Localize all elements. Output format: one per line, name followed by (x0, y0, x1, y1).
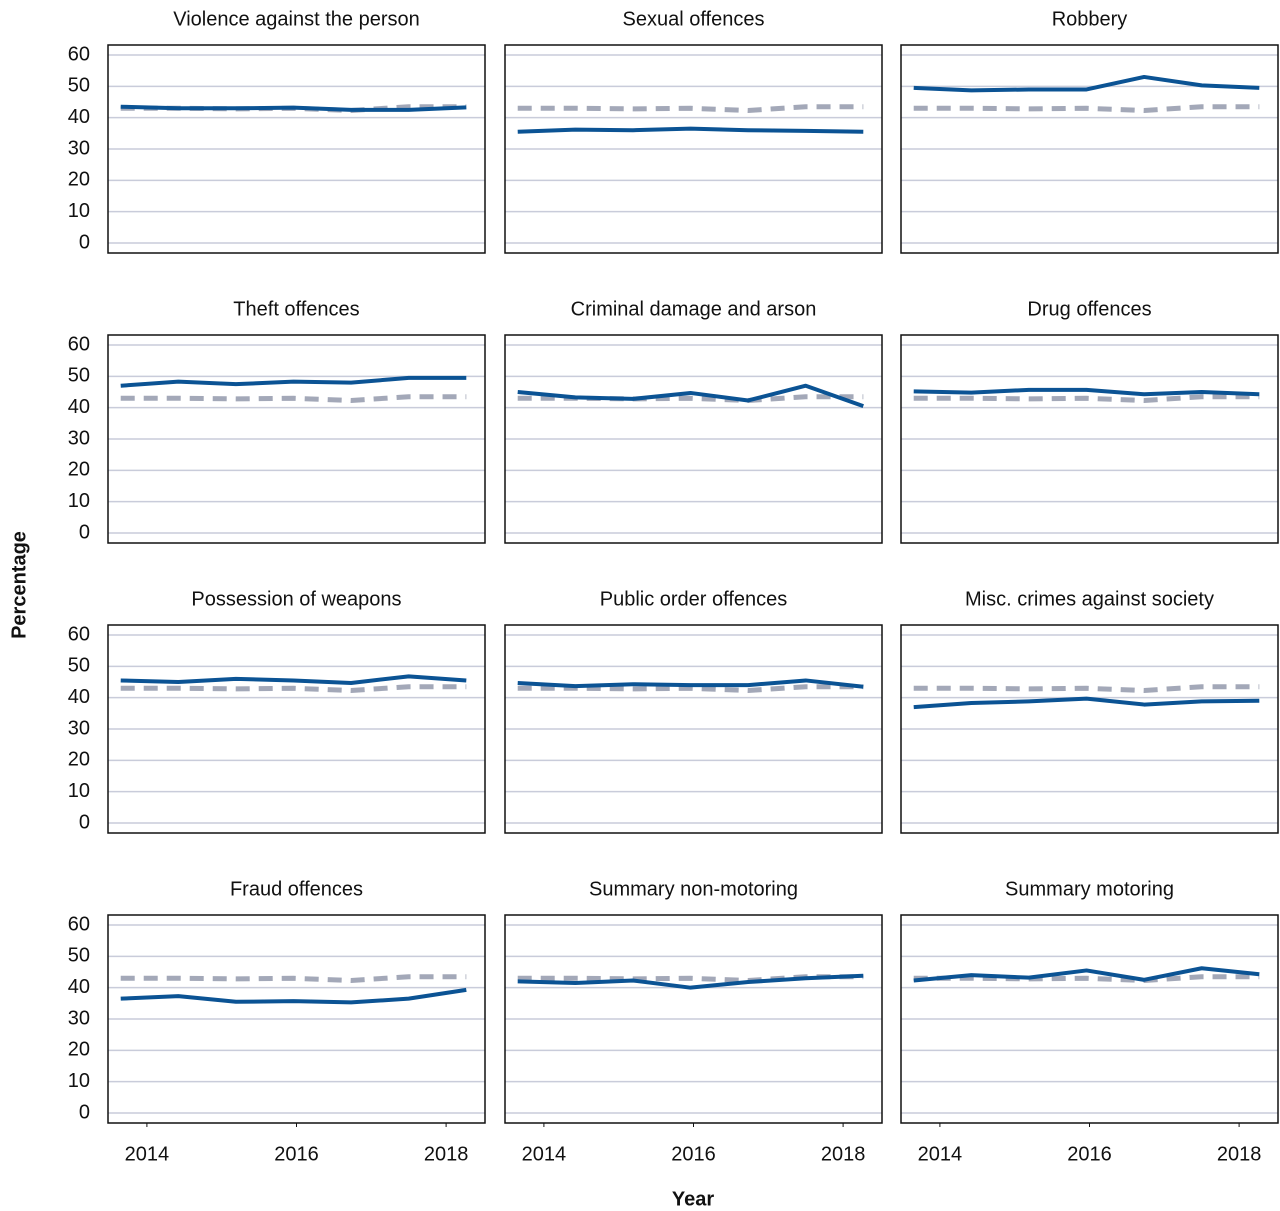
series-line (913, 387, 1260, 397)
panel-title: Criminal damage and arson (571, 298, 817, 320)
panel-title: Misc. crimes against society (965, 588, 1214, 610)
series-line (913, 696, 1260, 710)
series-line (517, 383, 864, 408)
y-tick-label: 0 (79, 1101, 90, 1123)
series-line (913, 974, 1260, 983)
series-line (120, 104, 467, 112)
panel-title: Summary non-motoring (589, 878, 798, 900)
y-tick-label: 50 (68, 655, 90, 677)
y-tick-label: 30 (68, 137, 90, 159)
y-tick-label: 10 (68, 490, 90, 512)
series-line (120, 375, 467, 388)
x-tick-label: 2016 (671, 1143, 716, 1165)
x-tick-label: 2014 (918, 1143, 963, 1165)
panel-frame (504, 334, 883, 544)
panel-title: Theft offences (233, 298, 359, 320)
panel-frame (900, 624, 1279, 834)
panel-frame (107, 914, 486, 1124)
panel-frame (107, 44, 486, 254)
series-line (120, 674, 467, 685)
y-tick-label: 10 (68, 780, 90, 802)
series-line (120, 394, 467, 403)
series-line (517, 104, 864, 113)
series-line (517, 973, 864, 990)
y-tick-label: 30 (68, 1007, 90, 1029)
panel-frame (504, 624, 883, 834)
panel-frame (107, 624, 486, 834)
y-tick-label: 20 (68, 169, 90, 191)
panel-title: Violence against the person (173, 8, 419, 30)
x-tick-label: 2018 (821, 1143, 866, 1165)
y-tick-label: 10 (68, 1070, 90, 1092)
series-line (913, 966, 1260, 983)
x-tick-label: 2014 (125, 1143, 170, 1165)
y-tick-label: 40 (68, 396, 90, 418)
y-axis-label: Percentage (8, 531, 30, 639)
y-tick-label: 30 (68, 717, 90, 739)
y-tick-label: 50 (68, 365, 90, 387)
series-line (517, 678, 864, 689)
x-axis-label: Year (672, 1188, 714, 1210)
x-tick-label: 2018 (1217, 1143, 1262, 1165)
y-tick-label: 60 (68, 623, 90, 645)
panel-title: Fraud offences (230, 878, 363, 900)
series-line (913, 104, 1260, 113)
y-tick-label: 20 (68, 1039, 90, 1061)
panel-frame (107, 334, 486, 544)
y-tick-label: 20 (68, 459, 90, 481)
y-tick-label: 50 (68, 75, 90, 97)
x-tick-label: 2016 (274, 1143, 319, 1165)
series-line (120, 684, 467, 693)
series-line (517, 684, 864, 693)
series-line (517, 126, 864, 134)
panel-title: Possession of weapons (191, 588, 401, 610)
x-tick-label: 2014 (522, 1143, 567, 1165)
y-tick-label: 20 (68, 749, 90, 771)
panel-title: Drug offences (1027, 298, 1151, 320)
y-tick-label: 0 (79, 521, 90, 543)
panel-title: Robbery (1052, 8, 1128, 30)
series-line (120, 987, 467, 1005)
series-line (120, 974, 467, 983)
y-tick-label: 0 (79, 811, 90, 833)
series-line (913, 394, 1260, 403)
y-tick-label: 60 (68, 913, 90, 935)
y-tick-label: 60 (68, 43, 90, 65)
y-tick-label: 40 (68, 976, 90, 998)
x-tick-label: 2016 (1067, 1143, 1112, 1165)
y-tick-label: 10 (68, 200, 90, 222)
panel-title: Sexual offences (623, 8, 765, 30)
panel-title: Public order offences (600, 588, 788, 610)
y-tick-label: 60 (68, 333, 90, 355)
y-tick-label: 50 (68, 945, 90, 967)
x-tick-label: 2018 (424, 1143, 469, 1165)
panel-frame (900, 44, 1279, 254)
panel-frame (504, 44, 883, 254)
panel-title: Summary motoring (1005, 878, 1174, 900)
panel-frame (900, 334, 1279, 544)
y-tick-label: 40 (68, 686, 90, 708)
panel-frame (504, 914, 883, 1124)
y-tick-label: 0 (79, 231, 90, 253)
y-tick-label: 40 (68, 106, 90, 128)
y-tick-label: 30 (68, 427, 90, 449)
series-line (913, 684, 1260, 693)
series-line (913, 74, 1260, 93)
panel-frame (900, 914, 1279, 1124)
